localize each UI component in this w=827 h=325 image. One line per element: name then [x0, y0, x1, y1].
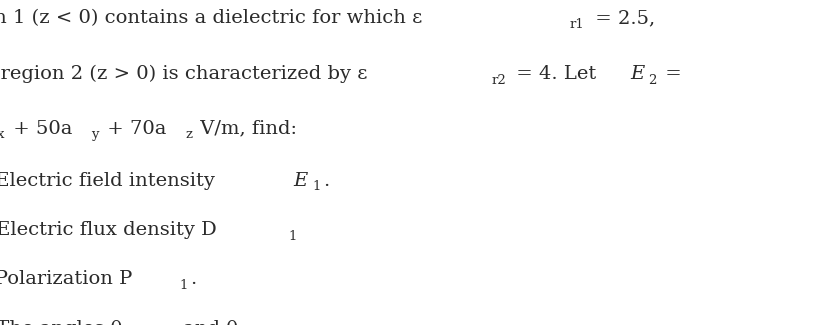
Text: + 70a: + 70a [101, 120, 166, 138]
Text: r2: r2 [491, 74, 505, 87]
Text: + 50a: + 50a [7, 120, 72, 138]
Text: 3- Region 1 (z < 0) contains a dielectric for which ε: 3- Region 1 (z < 0) contains a dielectri… [0, 9, 421, 27]
Text: while region 2 (z > 0) is characterized by ε: while region 2 (z > 0) is characterized … [0, 65, 367, 83]
Text: .: . [189, 270, 196, 288]
Text: a) Electric field intensity: a) Electric field intensity [0, 172, 221, 190]
Text: x: x [0, 128, 4, 141]
Text: and θ: and θ [177, 320, 237, 325]
Text: z: z [184, 128, 192, 141]
Text: = 2.5,: = 2.5, [588, 9, 654, 27]
Text: E: E [629, 65, 643, 83]
Text: b) Electric flux density D: b) Electric flux density D [0, 221, 216, 239]
Text: 1: 1 [312, 180, 320, 193]
Text: 1: 1 [288, 229, 296, 242]
Text: d) The angles θ: d) The angles θ [0, 319, 122, 325]
Text: V/m, find:: V/m, find: [194, 120, 297, 138]
Text: E: E [294, 172, 308, 190]
Text: y: y [91, 128, 98, 141]
Text: .: . [323, 172, 329, 190]
Text: =: = [658, 65, 681, 83]
Text: = 4. Let: = 4. Let [510, 65, 602, 83]
Text: r1: r1 [569, 18, 584, 31]
Text: 2: 2 [648, 74, 656, 87]
Text: c) Polarization P: c) Polarization P [0, 270, 131, 288]
Text: 1: 1 [179, 279, 188, 292]
